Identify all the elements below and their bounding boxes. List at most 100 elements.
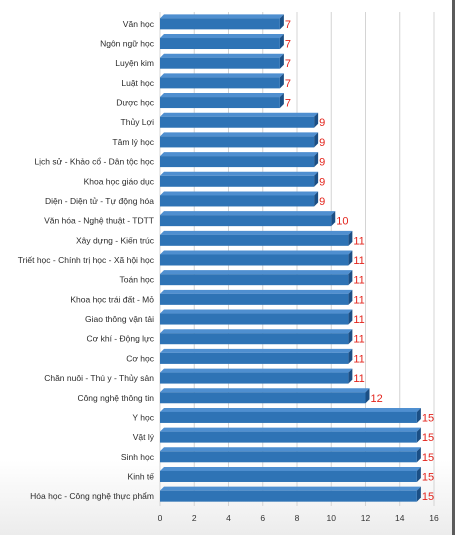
bar <box>160 156 315 168</box>
bar <box>160 195 315 207</box>
bar-side-face <box>279 14 284 30</box>
category-label: Sinh học <box>121 452 155 462</box>
x-tick-label: 12 <box>361 513 371 523</box>
value-label: 15 <box>422 412 434 424</box>
bar <box>160 136 315 148</box>
value-label: 9 <box>319 157 325 169</box>
value-label: 7 <box>285 78 291 90</box>
bar <box>160 411 417 423</box>
bar-top-face <box>160 93 284 98</box>
bar <box>160 352 349 364</box>
bar-side-face <box>279 73 284 89</box>
value-label: 12 <box>371 393 383 405</box>
category-label: Diện - Diện tử - Tự động hóa <box>45 196 154 206</box>
category-label: Cơ khí - Động lực <box>87 334 155 344</box>
category-label: Hóa học - Công nghệ thực phẩm <box>30 491 154 501</box>
bar-side-face <box>348 329 353 345</box>
x-tick-label: 10 <box>327 513 337 523</box>
category-label: Tâm lý học <box>112 137 154 147</box>
bar <box>160 293 349 305</box>
bar-side-face <box>348 309 353 325</box>
bar <box>160 372 349 384</box>
bar-top-face <box>160 270 353 275</box>
value-label: 11 <box>353 235 364 247</box>
category-label: Lịch sử - Khảo cổ - Dân tộc học <box>34 157 154 167</box>
x-tick-label: 0 <box>158 513 163 523</box>
category-label: Kinh tế <box>128 471 155 481</box>
bar-top-face <box>160 230 353 235</box>
bar-top-face <box>160 466 421 471</box>
value-labels: 7 7 7 7 7 9 9 9 9 9 10 11 11 11 11 11 11 11 11 12 15 15 15 15 15 <box>285 19 434 503</box>
bar-side-face <box>331 211 336 227</box>
x-tick-label: 16 <box>429 513 439 523</box>
bar-top-face <box>160 152 319 157</box>
bar-top-face <box>160 486 421 491</box>
bars <box>160 14 421 502</box>
bar-top-face <box>160 407 421 412</box>
bar <box>160 333 349 345</box>
bar-side-face <box>348 289 353 305</box>
x-tick-label: 2 <box>192 513 197 523</box>
bar-side-face <box>348 230 353 246</box>
value-label: 10 <box>336 216 348 228</box>
category-label: Văn học <box>123 19 155 29</box>
category-label: Văn hóa - Nghệ thuật - TDTT <box>44 216 154 226</box>
value-label: 7 <box>285 98 291 110</box>
value-label: 9 <box>319 176 325 188</box>
bar-side-face <box>314 132 319 148</box>
category-label: Vật lý <box>133 432 155 442</box>
x-tick-label: 8 <box>295 513 300 523</box>
bar-top-face <box>160 309 353 314</box>
bar <box>160 431 417 443</box>
bar <box>160 18 280 30</box>
bar-side-face <box>416 447 421 463</box>
category-label: Xây dựng - Kiến trúc <box>76 235 155 245</box>
value-label: 7 <box>285 19 291 31</box>
bar <box>160 274 349 286</box>
bar-top-face <box>160 447 421 452</box>
bar-top-face <box>160 73 284 78</box>
bar <box>160 215 332 227</box>
bar <box>160 77 280 89</box>
bar-top-face <box>160 132 319 137</box>
bar <box>160 392 366 404</box>
category-label: Khoa học giáo dục <box>84 176 155 186</box>
bar-top-face <box>160 289 353 294</box>
value-label: 11 <box>353 275 364 287</box>
bar-top-face <box>160 53 284 58</box>
value-label: 15 <box>422 432 434 444</box>
x-tick-label: 6 <box>260 513 265 523</box>
x-tick-label: 14 <box>395 513 405 523</box>
bar-side-face <box>348 250 353 266</box>
bar <box>160 451 417 463</box>
value-label: 11 <box>353 353 364 365</box>
bar-top-face <box>160 34 284 39</box>
bar <box>160 234 349 246</box>
value-label: 11 <box>353 314 364 326</box>
bar-side-face <box>314 112 319 128</box>
category-label: Triết học - Chính trị học - Xã hội học <box>18 255 155 265</box>
bar-side-face <box>416 486 421 502</box>
bar-side-face <box>314 171 319 187</box>
value-label: 15 <box>422 471 434 483</box>
bar-top-face <box>160 211 336 216</box>
bar-top-face <box>160 427 421 432</box>
value-label: 9 <box>319 196 325 208</box>
value-label: 15 <box>422 491 434 503</box>
x-axis-ticks: 0 2 4 6 8 10 12 14 16 <box>158 513 439 523</box>
category-label: Y học <box>132 412 154 422</box>
bar-side-face <box>348 368 353 384</box>
category-label: Khoa học trái đất - Mỏ <box>70 294 154 304</box>
category-label: Dược học <box>116 98 154 108</box>
bar <box>160 57 280 69</box>
bar-top-face <box>160 14 284 19</box>
bar-side-face <box>348 270 353 286</box>
bar-side-face <box>416 427 421 443</box>
bar <box>160 490 417 502</box>
category-label: Thủy Lợi <box>121 117 155 127</box>
bar <box>160 97 280 109</box>
bar-side-face <box>279 53 284 69</box>
category-label: Toán học <box>120 275 155 285</box>
